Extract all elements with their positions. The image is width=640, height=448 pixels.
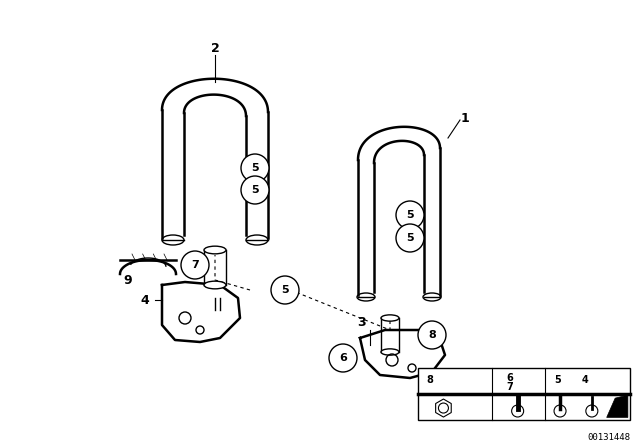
Text: 2: 2 [211, 42, 220, 55]
Circle shape [418, 321, 446, 349]
Text: 8: 8 [426, 375, 433, 385]
Text: 4: 4 [582, 375, 588, 385]
Circle shape [181, 251, 209, 279]
Text: 4: 4 [141, 293, 149, 306]
Text: 6: 6 [507, 373, 513, 383]
Circle shape [396, 201, 424, 229]
Polygon shape [607, 395, 628, 418]
Circle shape [271, 276, 299, 304]
Text: 5: 5 [406, 210, 414, 220]
Circle shape [396, 224, 424, 252]
Text: 7: 7 [191, 260, 199, 270]
Ellipse shape [381, 349, 399, 355]
Ellipse shape [381, 315, 399, 321]
Text: 5: 5 [554, 375, 561, 385]
Text: 5: 5 [251, 163, 259, 173]
Text: 8: 8 [428, 330, 436, 340]
Circle shape [241, 154, 269, 182]
Text: 9: 9 [124, 273, 132, 287]
Text: 5: 5 [281, 285, 289, 295]
Text: 5: 5 [251, 185, 259, 195]
Text: 00131448: 00131448 [587, 433, 630, 442]
Text: 1: 1 [461, 112, 469, 125]
Ellipse shape [204, 281, 226, 289]
Circle shape [241, 176, 269, 204]
Circle shape [329, 344, 357, 372]
Ellipse shape [204, 246, 226, 254]
Text: 7: 7 [507, 382, 513, 392]
Text: 5: 5 [406, 233, 414, 243]
Text: 3: 3 [358, 315, 366, 328]
FancyBboxPatch shape [418, 368, 630, 420]
Text: 6: 6 [339, 353, 347, 363]
